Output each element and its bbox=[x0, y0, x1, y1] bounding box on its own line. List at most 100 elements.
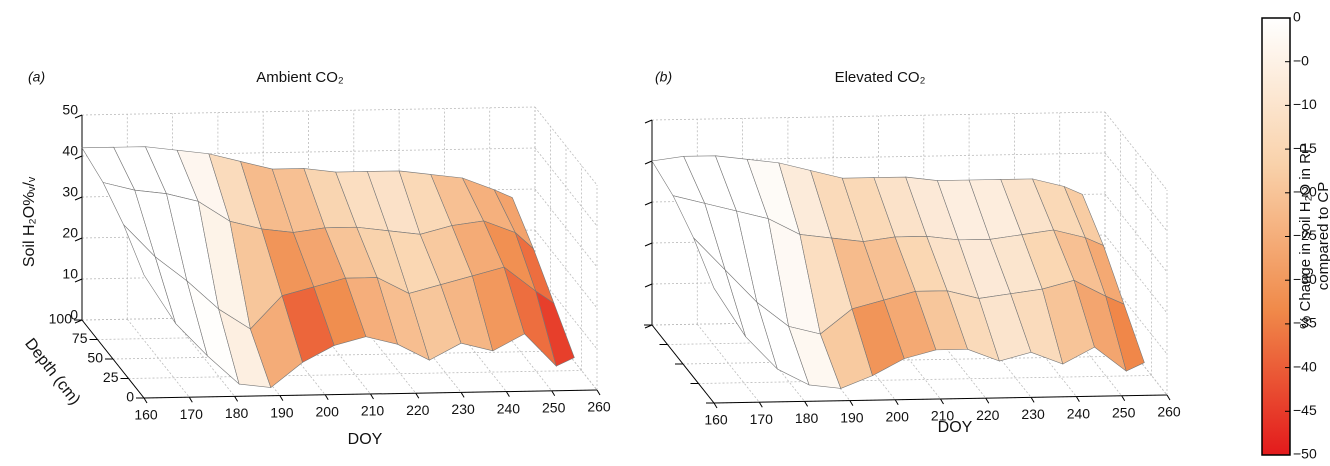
grid-line bbox=[81, 106, 536, 116]
tick-mark bbox=[460, 392, 465, 398]
tick-mark bbox=[644, 160, 653, 165]
grid-line bbox=[1104, 152, 1168, 232]
colorbar-tick-label: −0 bbox=[1293, 52, 1309, 68]
tick-mark bbox=[74, 278, 83, 283]
grid-line bbox=[534, 147, 598, 227]
panel-label: (b) bbox=[655, 69, 672, 85]
y-tick-label: 50 bbox=[87, 350, 103, 366]
x-tick-label: 260 bbox=[1157, 404, 1181, 420]
colorbar-tick-label: 0 bbox=[1293, 9, 1301, 25]
tick-mark bbox=[188, 396, 193, 403]
tick-mark bbox=[505, 391, 510, 397]
grid-line bbox=[1104, 234, 1168, 314]
x-tick-label: 200 bbox=[316, 404, 340, 420]
colorbar-tick-label: −10 bbox=[1293, 96, 1317, 112]
tick-mark bbox=[415, 392, 420, 399]
x-tick-label: 210 bbox=[931, 408, 955, 424]
x-tick-label: 240 bbox=[1067, 405, 1091, 421]
tick-mark bbox=[1030, 397, 1035, 403]
tick-mark bbox=[758, 401, 763, 408]
y-tick-label: 100 bbox=[49, 311, 73, 327]
grid-line bbox=[534, 229, 598, 309]
x-tick-label: 210 bbox=[361, 403, 385, 419]
surface-cell bbox=[535, 290, 575, 367]
colorbar-tick-label: −50 bbox=[1293, 446, 1317, 461]
colorbar-tick-label: −15 bbox=[1293, 140, 1317, 156]
tick-mark bbox=[74, 237, 83, 242]
colorbar-label: % Change in soil H₂O in RP bbox=[1297, 143, 1314, 329]
tick-mark bbox=[324, 394, 329, 401]
tick-mark bbox=[644, 201, 653, 206]
x-tick-label: 170 bbox=[750, 411, 774, 427]
grid-line bbox=[1104, 111, 1168, 191]
tick-mark bbox=[644, 242, 653, 247]
x-axis bbox=[143, 389, 598, 399]
panel-title: Ambient CO₂ bbox=[256, 69, 344, 86]
tick-mark bbox=[804, 401, 809, 407]
tick-mark bbox=[940, 398, 944, 405]
z-tick-label: 0 bbox=[70, 307, 78, 323]
colorbar-tick-label: −20 bbox=[1293, 184, 1317, 200]
x-tick-label: 220 bbox=[406, 402, 430, 418]
x-tick-label: 250 bbox=[1112, 405, 1136, 421]
y-tick-label: 0 bbox=[126, 389, 134, 405]
tick-mark bbox=[644, 119, 653, 124]
grid-line bbox=[651, 152, 1106, 162]
tick-mark bbox=[74, 196, 83, 201]
y-axis bbox=[81, 319, 145, 399]
grid-line bbox=[81, 147, 536, 157]
grid-line bbox=[534, 106, 598, 186]
tick-mark bbox=[849, 400, 854, 406]
surface-cell bbox=[1105, 295, 1145, 372]
grid-line bbox=[698, 375, 1152, 384]
x-tick-label: 230 bbox=[1021, 406, 1045, 422]
tick-mark bbox=[143, 397, 148, 404]
y-axis bbox=[651, 324, 715, 404]
z-tick-label: 20 bbox=[62, 225, 78, 241]
tick-mark bbox=[713, 402, 718, 409]
tick-mark bbox=[74, 155, 83, 160]
tick-mark bbox=[370, 393, 374, 400]
x-tick-label: 170 bbox=[180, 406, 204, 422]
tick-mark bbox=[1121, 395, 1126, 402]
z-axis-label: Soil H₂O%ᵥ/ᵥ bbox=[21, 176, 38, 267]
x-axis-label: DOY bbox=[938, 419, 973, 436]
x-tick-label: 180 bbox=[225, 405, 249, 421]
x-tick-label: 160 bbox=[704, 412, 728, 428]
tick-mark bbox=[644, 283, 653, 288]
tick-mark bbox=[644, 324, 653, 329]
y-tick-label: 75 bbox=[72, 330, 88, 346]
x-tick-label: 240 bbox=[497, 400, 521, 416]
colorbar-label: compared to CP bbox=[1315, 182, 1330, 290]
x-axis-label: DOY bbox=[348, 431, 383, 448]
x-axis bbox=[713, 394, 1168, 404]
tick-mark bbox=[74, 114, 83, 119]
colorbar-tick-label: −45 bbox=[1293, 402, 1317, 418]
tick-mark bbox=[1166, 394, 1171, 401]
x-tick-label: 230 bbox=[451, 401, 475, 417]
x-tick-label: 250 bbox=[542, 400, 566, 416]
colorbar-tick-label: −30 bbox=[1293, 271, 1317, 287]
grid-line bbox=[112, 350, 567, 360]
grid-line bbox=[534, 188, 598, 268]
panel-title: Elevated CO₂ bbox=[835, 69, 926, 86]
x-tick-label: 200 bbox=[886, 409, 910, 425]
tick-mark bbox=[1075, 396, 1080, 402]
grid-line bbox=[1104, 193, 1168, 273]
colorbar-tick-label: −40 bbox=[1293, 358, 1317, 374]
y-axis-label: Depth (cm) bbox=[21, 335, 83, 408]
tick-mark bbox=[234, 396, 239, 402]
x-tick-label: 220 bbox=[976, 407, 1000, 423]
grid-line bbox=[651, 111, 1106, 121]
z-tick-label: 30 bbox=[62, 184, 78, 200]
y-tick-label: 25 bbox=[103, 369, 119, 385]
x-tick-label: 260 bbox=[587, 399, 611, 415]
z-tick-label: 10 bbox=[62, 266, 78, 282]
panel-label: (a) bbox=[28, 69, 45, 85]
tick-mark bbox=[551, 390, 556, 397]
x-tick-label: 180 bbox=[795, 410, 819, 426]
grid-line bbox=[128, 370, 582, 379]
tick-mark bbox=[894, 399, 899, 406]
x-tick-label: 190 bbox=[840, 409, 864, 425]
